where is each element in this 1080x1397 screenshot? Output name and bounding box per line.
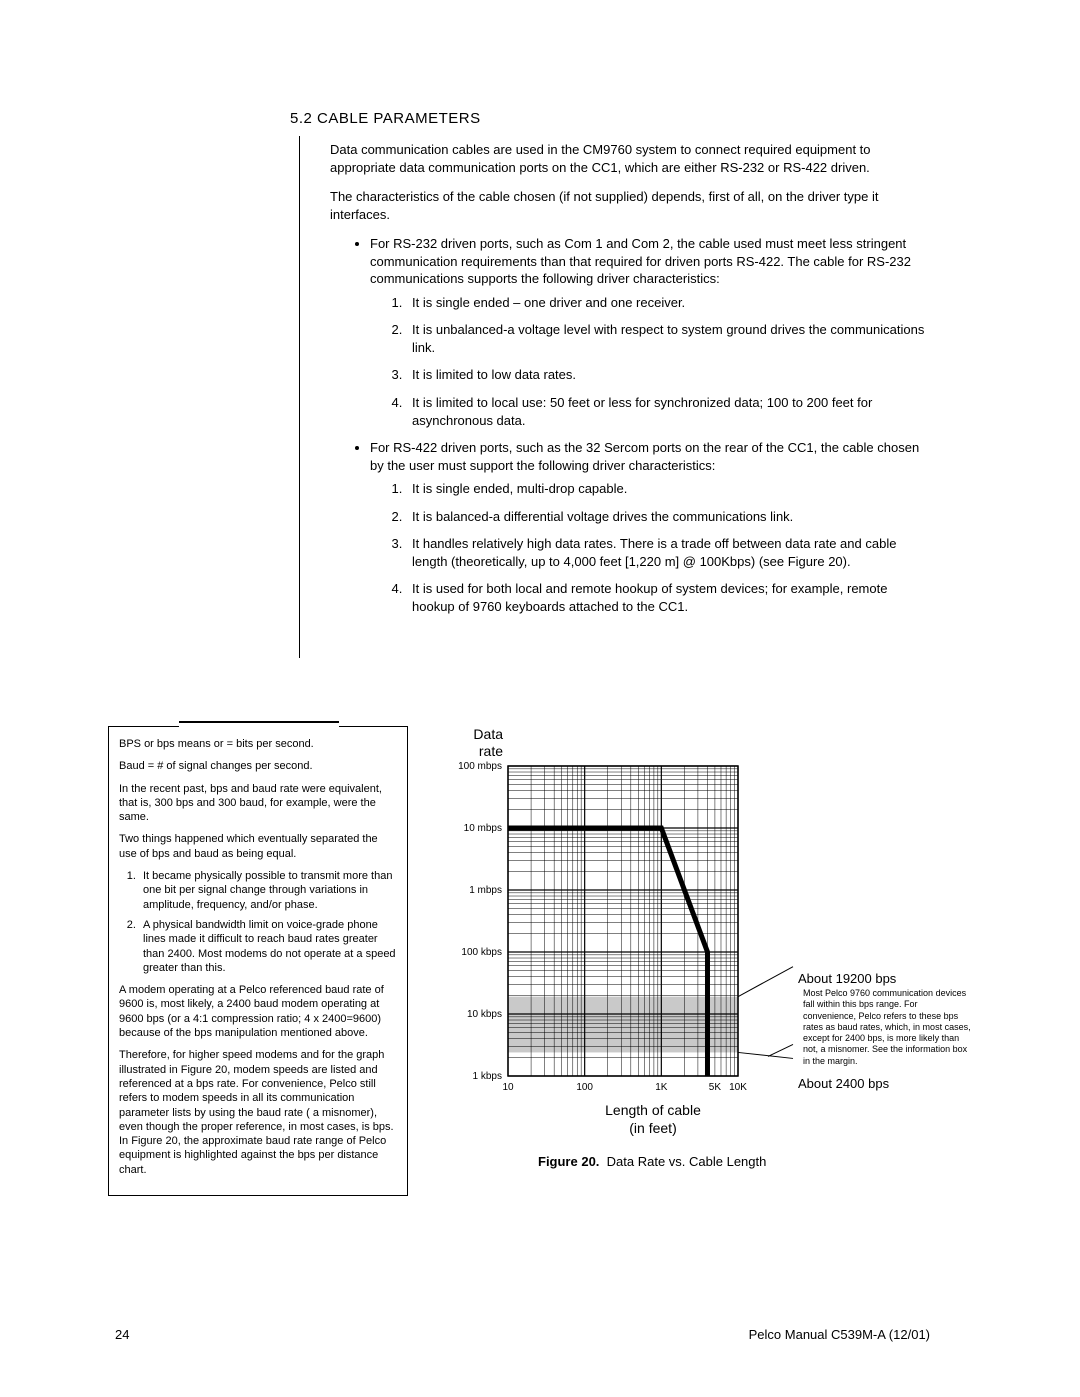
info-box-header-rule — [179, 721, 339, 733]
x-title-l1: Length of cable — [605, 1102, 701, 1118]
body-text: Data communication cables are used in th… — [330, 141, 930, 615]
para: Data communication cables are used in th… — [330, 141, 930, 176]
info-box: BPS or bps means or = bits per second. B… — [108, 726, 408, 1196]
bullet-list: For RS-232 driven ports, such as Com 1 a… — [330, 235, 930, 615]
bullet-item: For RS-422 driven ports, such as the 32 … — [370, 439, 930, 615]
svg-text:1 mbps: 1 mbps — [469, 885, 502, 896]
figure-label: Figure 20. — [538, 1154, 599, 1169]
annot-small-note: Most Pelco 9760 communication devices fa… — [803, 988, 973, 1067]
info-list-item: A physical bandwidth limit on voice-grad… — [139, 918, 397, 975]
page-number: 24 — [115, 1327, 129, 1342]
info-line: In the recent past, bps and baud rate we… — [119, 782, 397, 825]
chart: Data rate 100 mbps 10 mbps 1 mbps 100 kbps 1… — [428, 726, 968, 1091]
bullet-item: For RS-232 driven ports, such as Com 1 a… — [370, 235, 930, 429]
list-item: It is balanced-a differential voltage dr… — [406, 508, 930, 526]
svg-text:100 mbps: 100 mbps — [458, 761, 502, 772]
page: 5.2 CABLE PARAMETERS Data communication … — [0, 0, 1080, 1397]
chart-x-title: Length of cable (in feet) — [568, 1101, 738, 1137]
svg-text:1K: 1K — [655, 1082, 668, 1091]
info-ordered-list: It became physically possible to transmi… — [119, 869, 397, 975]
figure-text: Data Rate vs. Cable Length — [607, 1154, 767, 1169]
list-item: It is limited to local use: 50 feet or l… — [406, 394, 930, 429]
info-list-item: It became physically possible to transmi… — [139, 869, 397, 912]
section-title: CABLE PARAMETERS — [317, 110, 481, 127]
para: The characteristics of the cable chosen … — [330, 188, 930, 223]
numbered-list: It is single ended, multi-drop capable. … — [370, 480, 930, 615]
list-item: It is single ended – one driver and one … — [406, 294, 930, 312]
page-footer: 24 Pelco Manual C539M-A (12/01) — [115, 1327, 930, 1342]
list-item: It is used for both local and remote hoo… — [406, 580, 930, 615]
svg-text:10 kbps: 10 kbps — [467, 1009, 502, 1020]
svg-text:100 kbps: 100 kbps — [461, 947, 502, 958]
chart-y-title: Data rate — [453, 726, 503, 760]
section-number: 5.2 — [290, 110, 312, 127]
svg-text:100: 100 — [576, 1082, 593, 1091]
svg-text:10 mbps: 10 mbps — [464, 823, 502, 834]
bullet-text: For RS-232 driven ports, such as Com 1 a… — [370, 236, 911, 286]
section-heading: 5.2 CABLE PARAMETERS — [290, 110, 930, 127]
svg-text:10: 10 — [502, 1082, 514, 1091]
list-item: It is limited to low data rates. — [406, 366, 930, 384]
svg-text:1 kbps: 1 kbps — [473, 1071, 502, 1082]
info-line: Two things happened which eventually sep… — [119, 832, 397, 861]
vertical-rule — [299, 136, 300, 658]
info-line: Therefore, for higher speed modems and f… — [119, 1048, 397, 1177]
info-line: BPS or bps means or = bits per second. — [119, 737, 397, 751]
annot-lower: About 2400 bps — [798, 1076, 889, 1091]
annot-upper: About 19200 bps — [798, 971, 896, 986]
manual-id: Pelco Manual C539M-A (12/01) — [749, 1327, 930, 1342]
info-line: A modem operating at a Pelco referenced … — [119, 983, 397, 1040]
numbered-list: It is single ended – one driver and one … — [370, 294, 930, 429]
y-title-l2: rate — [479, 743, 503, 759]
y-title-l1: Data — [473, 726, 503, 742]
list-item: It is unbalanced-a voltage level with re… — [406, 321, 930, 356]
bullet-text: For RS-422 driven ports, such as the 32 … — [370, 440, 919, 473]
figure-caption: Figure 20. Data Rate vs. Cable Length — [538, 1154, 766, 1169]
x-title-l2: (in feet) — [629, 1120, 676, 1136]
svg-text:5K: 5K — [709, 1082, 722, 1091]
list-item: It is single ended, multi-drop capable. — [406, 480, 930, 498]
svg-text:10K: 10K — [729, 1082, 747, 1091]
info-line: Baud = # of signal changes per second. — [119, 759, 397, 773]
list-item: It handles relatively high data rates. T… — [406, 535, 930, 570]
